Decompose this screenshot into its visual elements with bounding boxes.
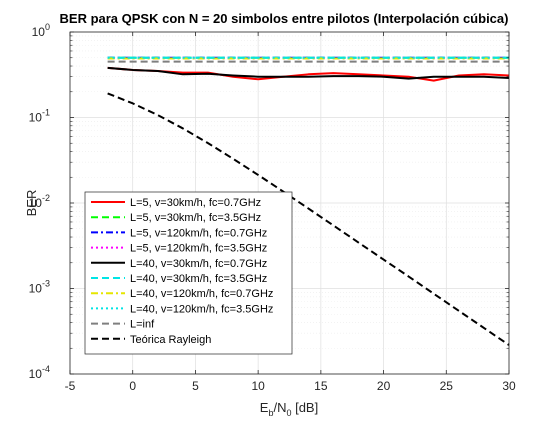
series-line-4 <box>107 66 510 80</box>
y-tick-base: 10 <box>29 196 43 210</box>
y-axis-label: BER <box>24 190 39 217</box>
y-tick-base: 10 <box>32 25 46 39</box>
legend-entry-9: Teórica Rayleigh <box>130 334 211 346</box>
series-layer <box>107 56 510 346</box>
legend-entry-2: L=5, v=120km/h, fc=0.7GHz <box>130 227 267 239</box>
legend-box <box>84 191 293 355</box>
legend-entry-5: L=40, v=30km/h, fc=3.5GHz <box>130 273 267 285</box>
x-label-sub1: b <box>268 408 273 418</box>
x-label-main: E <box>260 400 269 415</box>
y-tick-label: 100 <box>32 22 50 39</box>
legend-entry-1: L=5, v=30km/h, fc=3.5GHz <box>130 212 261 224</box>
chart-title: BER para QPSK con N = 20 simbolos entre … <box>60 11 509 26</box>
y-tick-exponent: -1 <box>42 108 50 118</box>
x-tick-label: 10 <box>251 379 265 393</box>
y-tick-base: 10 <box>29 367 43 381</box>
series-line-0 <box>107 66 510 82</box>
x-tick-label: 30 <box>502 379 516 393</box>
x-tick-label: 20 <box>377 379 391 393</box>
legend: L=5, v=30km/h, fc=0.7GHz L=5, v=30km/h, f… <box>84 191 293 355</box>
x-tick-label: 5 <box>192 379 199 393</box>
x-tick-label: 15 <box>314 379 328 393</box>
x-label-tail: [dB] <box>291 400 318 415</box>
x-axis-label: Eb/N0 [dB] <box>260 400 318 418</box>
legend-entry-3: L=5, v=120km/h, fc=3.5GHz <box>130 243 267 255</box>
legend-entry-4: L=40, v=30km/h, fc=0.7GHz <box>130 258 267 270</box>
legend-entry-7: L=40, v=120km/h, fc=3.5GHz <box>130 303 273 315</box>
x-tick-label: -5 <box>65 379 76 393</box>
x-tick-label: 0 <box>129 379 136 393</box>
y-tick-exponent: -3 <box>42 279 50 289</box>
y-tick-base: 10 <box>29 282 43 296</box>
y-tick-base: 10 <box>29 111 43 125</box>
y-tick-label: 10-3 <box>29 279 50 296</box>
y-tick-exponent: -4 <box>42 364 50 374</box>
x-label-sub2: 0 <box>286 408 291 418</box>
y-tick-label: 10-1 <box>29 108 50 125</box>
x-tick-label: 25 <box>440 379 454 393</box>
legend-entry-0: L=5, v=30km/h, fc=0.7GHz <box>130 197 261 209</box>
legend-entry-8: L=inf <box>130 319 155 331</box>
legend-entry-6: L=40, v=120km/h, fc=0.7GHz <box>130 288 273 300</box>
x-label-mid: /N <box>273 400 286 415</box>
y-tick-label: 10-2 <box>29 193 50 210</box>
y-tick-exponent: -2 <box>42 193 50 203</box>
y-tick-exponent: 0 <box>45 22 50 32</box>
y-tick-label: 10-4 <box>29 364 50 381</box>
series-line-9 <box>107 92 510 346</box>
